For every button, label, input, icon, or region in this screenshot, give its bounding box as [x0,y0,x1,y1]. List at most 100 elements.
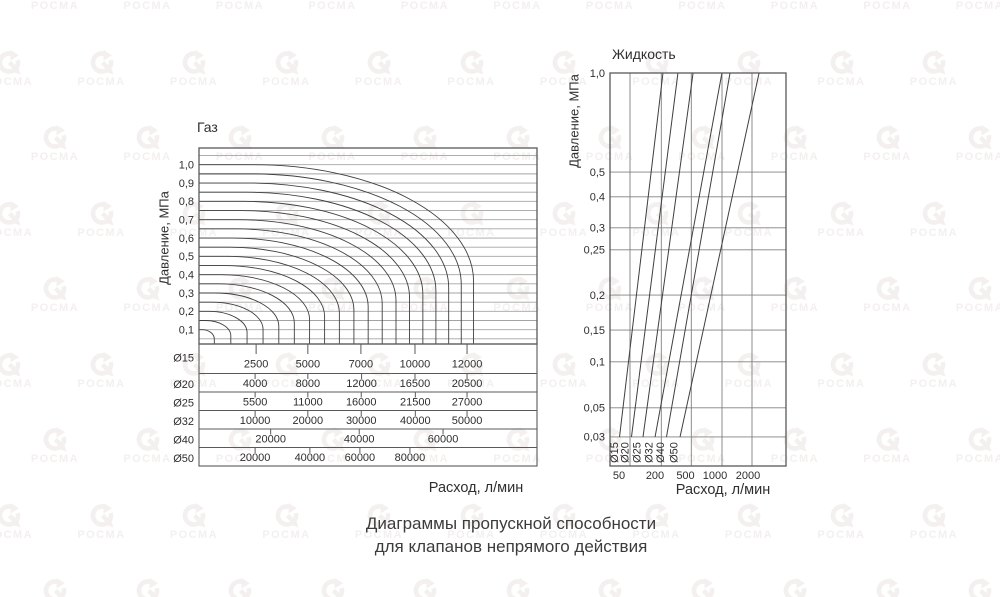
liquid-diameter-line-label: Ø32 [644,442,656,463]
rosma-logo-tail-icon [146,588,156,597]
rosma-watermark-text: РОСМА [770,302,820,314]
rosma-logo-arrowhead-icon [241,578,250,589]
rosma-logo-tail-icon [470,211,480,221]
rosma-logo-arrowhead-icon [149,276,158,287]
gas-scale-tick-label: 60000 [428,433,459,445]
rosma-logo-tail-arrowhead-icon [380,64,391,74]
gas-scale-tick-label: 8000 [296,378,320,390]
rosma-watermark-text: РОСМА [77,226,126,239]
gas-scale-tick-label: 40000 [344,433,375,445]
rosma-watermark-text: РОСМА [308,453,357,465]
gas-scale-tick-label: 16000 [346,396,377,408]
liquid-y-tick-label: 1,0 [590,68,605,80]
rosma-logo-arrowhead-icon [843,200,852,211]
gas-capacity-curve [199,191,437,344]
rosma-logo-tail-icon [932,362,942,372]
rosma-logo-tail-icon [192,60,202,70]
rosma-logo-tail-icon [100,513,110,523]
rosma-logo-arrowhead-icon [981,427,990,438]
rosma-watermark: РОСМА [164,49,224,88]
rosma-logo-tail-icon [100,362,110,372]
rosma-logo-tail-arrowhead-icon [519,441,529,452]
rosma-logo-tail-icon [7,60,17,70]
rosma-watermark-text: РОСМА [308,151,357,163]
rosma-watermark-text: РОСМА [0,528,34,541]
rosma-watermark-text: РОСМА [30,151,80,163]
rosma-logo-tail-arrowhead-icon [750,517,761,527]
rosma-logo-arrowhead-icon [565,502,574,513]
rosma-watermark-text: РОСМА [585,0,635,12]
rosma-logo-arrowhead-icon [380,351,389,362]
gas-y-tick-label: 0,1 [179,324,194,336]
rosma-watermark-text: РОСМА [493,151,542,163]
rosma-watermark-text: РОСМА [585,151,635,163]
rosma-watermark-text: РОСМА [724,528,774,541]
rosma-logo-tail-arrowhead-icon [706,592,713,597]
rosma-logo-tail-arrowhead-icon [796,441,807,452]
rosma-logo-tail-icon [655,513,665,523]
gas-capacity-curve [199,237,369,344]
rosma-watermark-text: РОСМА [493,453,542,465]
rosma-watermark: РОСМА [25,427,85,465]
rosma-logo-tail-arrowhead-icon [241,441,252,452]
gas-y-tick-label: 0,8 [179,196,194,208]
rosma-logo-tail-arrowhead-icon [658,215,668,225]
gas-y-tick-label: 0,2 [179,306,194,318]
rosma-watermark: РОСМА [164,502,224,541]
rosma-watermark: РОСМА [673,578,733,597]
liquid-x-axis-label: Расход, л/мин [675,482,771,498]
rosma-logo-tail-arrowhead-icon [473,215,483,225]
rosma-logo-arrowhead-icon [103,502,112,513]
rosma-logo-arrowhead-icon [103,351,112,362]
liquid-x-tick-label: 1000 [703,470,727,482]
rosma-logo-tail-arrowhead-icon [935,517,946,527]
rosma-logo-arrowhead-icon [981,276,990,287]
rosma-logo-tail-icon [793,437,803,447]
rosma-watermark: РОСМА [257,351,317,390]
rosma-watermark-text: РОСМА [585,302,635,314]
rosma-logo-arrowhead-icon [750,49,759,60]
rosma-logo-tail-icon [285,513,295,523]
rosma-logo-tail-arrowhead-icon [56,441,67,452]
rosma-logo-tail-icon [7,513,17,523]
rosma-logo-arrowhead-icon [334,427,343,438]
rosma-logo-tail-icon [793,286,803,296]
rosma-logo-tail-arrowhead-icon [426,290,437,301]
rosma-watermark: РОСМА [904,351,964,390]
rosma-watermark-text: РОСМА [447,75,496,88]
rosma-watermark: РОСМА [442,351,502,390]
rosma-watermark-text: РОСМА [724,75,774,88]
rosma-watermark-text: РОСМА [447,377,496,390]
rosma-watermark-text: РОСМА [447,226,496,239]
rosma-watermark-text: РОСМА [539,377,589,390]
rosma-logo-tail-icon [516,588,526,597]
rosma-logo-tail-icon [886,588,896,597]
rosma-logo-tail-arrowhead-icon [704,441,714,452]
rosma-logo-tail-icon [747,513,757,523]
gas-capacity-curve [199,274,311,344]
rosma-watermark: РОСМА [812,49,872,88]
gas-capacity-curve [199,246,355,344]
rosma-watermark: РОСМА [858,276,918,314]
rosma-logo-tail-icon [238,135,248,145]
rosma-logo-tail-icon [423,588,433,597]
liquid-diameter-line [666,72,731,438]
rosma-watermark: РОСМА [0,351,39,390]
rosma-logo-arrowhead-icon [981,578,990,589]
rosma-logo-tail-icon [285,362,295,372]
rosma-watermark-text: РОСМА [400,0,450,12]
rosma-watermark: РОСМА [534,200,594,239]
rosma-watermark-text: РОСМА [123,151,172,163]
rosma-logo-arrowhead-icon [334,578,343,589]
rosma-logo-tail-arrowhead-icon [891,592,898,597]
gas-x-axis-label: Расход, л/мин [428,480,524,496]
rosma-watermark-text: РОСМА [909,528,959,541]
rosma-watermark: РОСМА [580,0,640,12]
rosma-logo-tail-icon [146,135,156,145]
rosma-logo-tail-icon [701,588,711,597]
rosma-logo-arrowhead-icon [704,578,713,589]
rosma-logo-tail-arrowhead-icon [843,366,853,376]
rosma-logo-arrowhead-icon [473,49,482,60]
rosma-logo-tail-icon [470,513,480,523]
liquid-y-tick-label: 0,5 [590,167,605,179]
